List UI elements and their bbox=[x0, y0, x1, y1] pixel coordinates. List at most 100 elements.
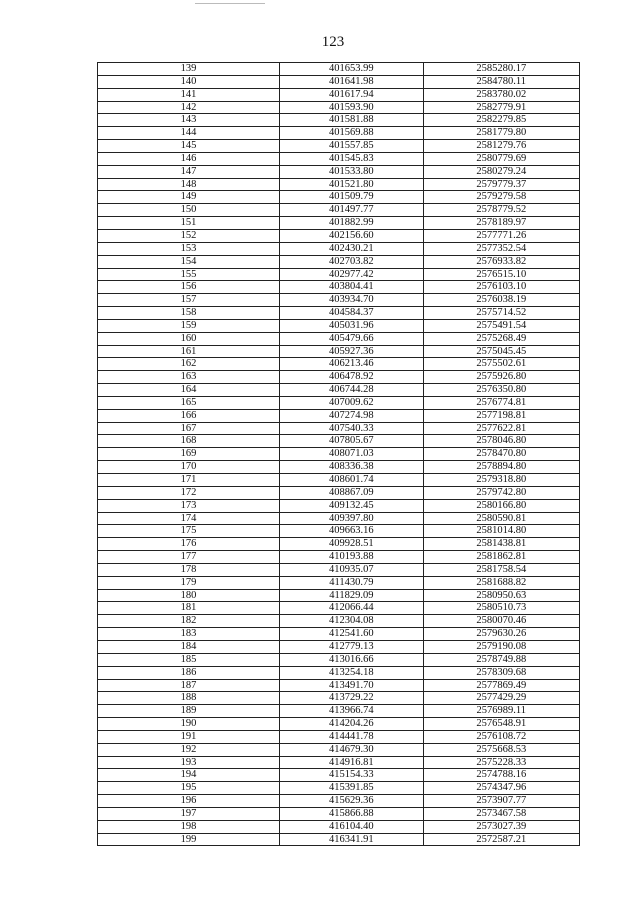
point-number-cell: 187 bbox=[96, 678, 281, 693]
table-row: 171 408601.74 2579318.80 bbox=[96, 473, 581, 487]
page-number: 123 bbox=[321, 34, 345, 50]
y-coordinate-cell: 2576548.91 bbox=[422, 717, 581, 731]
table-row: 188 413729.22 2577429.29 bbox=[96, 691, 581, 706]
x-coordinate-cell: 410935.07 bbox=[279, 562, 424, 577]
x-coordinate-cell: 401521.80 bbox=[279, 177, 424, 192]
x-coordinate-cell: 405479.66 bbox=[279, 331, 424, 346]
x-coordinate-cell: 401509.79 bbox=[279, 190, 424, 205]
x-coordinate-cell: 401497.77 bbox=[279, 203, 424, 218]
table-row: 140 401641.98 2584780.11 bbox=[96, 74, 581, 89]
table-row: 183 412541.60 2579630.26 bbox=[96, 627, 581, 641]
y-coordinate-cell: 2577869.49 bbox=[422, 678, 581, 693]
x-coordinate-cell: 408071.03 bbox=[279, 447, 424, 462]
x-coordinate-cell: 401533.80 bbox=[279, 164, 424, 179]
y-coordinate-cell: 2573907.77 bbox=[422, 794, 581, 808]
point-number-cell: 197 bbox=[96, 806, 281, 821]
y-coordinate-cell: 2577198.81 bbox=[422, 408, 581, 423]
point-number-cell: 185 bbox=[96, 652, 281, 667]
point-number-cell: 166 bbox=[96, 408, 281, 423]
y-coordinate-cell: 2580779.69 bbox=[422, 151, 581, 166]
table-row: 167 407540.33 2577622.81 bbox=[96, 421, 581, 436]
y-coordinate-cell: 2578046.80 bbox=[422, 434, 581, 449]
x-coordinate-cell: 401581.88 bbox=[279, 113, 424, 128]
table-row: 170 408336.38 2578894.80 bbox=[96, 460, 581, 474]
y-coordinate-cell: 2581014.80 bbox=[422, 524, 581, 539]
point-number-cell: 153 bbox=[96, 241, 281, 256]
y-coordinate-cell: 2575668.53 bbox=[422, 742, 581, 757]
table-row: 145 401557.85 2581279.76 bbox=[96, 139, 581, 153]
y-coordinate-cell: 2580950.63 bbox=[422, 588, 581, 603]
y-coordinate-cell: 2581438.81 bbox=[422, 537, 581, 552]
point-number-cell: 146 bbox=[96, 151, 281, 166]
x-coordinate-cell: 405927.36 bbox=[279, 344, 424, 359]
point-number-cell: 169 bbox=[96, 447, 281, 462]
x-coordinate-cell: 405031.96 bbox=[279, 318, 424, 333]
point-number-cell: 183 bbox=[96, 627, 281, 641]
y-coordinate-cell: 2573027.39 bbox=[422, 819, 581, 834]
point-number-cell: 180 bbox=[96, 588, 281, 603]
table-row: 190 414204.26 2576548.91 bbox=[96, 717, 581, 731]
y-coordinate-cell: 2578894.80 bbox=[422, 460, 581, 474]
point-number-cell: 170 bbox=[96, 460, 281, 474]
point-number-cell: 184 bbox=[96, 639, 281, 654]
point-number-cell: 177 bbox=[96, 550, 281, 564]
table-row: 158 404584.37 2575714.52 bbox=[96, 306, 581, 320]
y-coordinate-cell: 2579742.80 bbox=[422, 485, 581, 500]
table-row: 192 414679.30 2575668.53 bbox=[96, 742, 581, 757]
x-coordinate-cell: 407274.98 bbox=[279, 408, 424, 423]
table-row: 152 402156.60 2577771.26 bbox=[96, 228, 581, 243]
x-coordinate-cell: 412541.60 bbox=[279, 627, 424, 641]
x-coordinate-cell: 415629.36 bbox=[279, 794, 424, 808]
table-row: 168 407805.67 2578046.80 bbox=[96, 434, 581, 449]
point-number-cell: 174 bbox=[96, 511, 281, 526]
x-coordinate-cell: 415391.85 bbox=[279, 781, 424, 796]
point-number-cell: 168 bbox=[96, 434, 281, 449]
point-number-cell: 192 bbox=[96, 742, 281, 757]
table-row: 182 412304.08 2580070.46 bbox=[96, 614, 581, 629]
y-coordinate-cell: 2579779.37 bbox=[422, 177, 581, 192]
point-number-cell: 167 bbox=[96, 421, 281, 436]
x-coordinate-cell: 413729.22 bbox=[279, 691, 424, 706]
y-coordinate-cell: 2575491.54 bbox=[422, 318, 581, 333]
table-row: 160 405479.66 2575268.49 bbox=[96, 331, 581, 346]
x-coordinate-cell: 402156.60 bbox=[279, 228, 424, 243]
y-coordinate-cell: 2576108.72 bbox=[422, 729, 581, 744]
table-row: 177 410193.88 2581862.81 bbox=[96, 550, 581, 564]
x-coordinate-cell: 415154.33 bbox=[279, 768, 424, 783]
x-coordinate-cell: 413966.74 bbox=[279, 704, 424, 719]
table-row: 186 413254.18 2578309.68 bbox=[96, 665, 581, 680]
table-row: 176 409928.51 2581438.81 bbox=[96, 537, 581, 552]
y-coordinate-cell: 2578470.80 bbox=[422, 447, 581, 462]
x-coordinate-cell: 409397.80 bbox=[279, 511, 424, 526]
y-coordinate-cell: 2578189.97 bbox=[422, 216, 581, 230]
y-coordinate-cell: 2580510.73 bbox=[422, 601, 581, 616]
table-row: 166 407274.98 2577198.81 bbox=[96, 408, 581, 423]
table-row: 144 401569.88 2581779.80 bbox=[96, 126, 581, 141]
x-coordinate-cell: 416104.40 bbox=[279, 819, 424, 834]
y-coordinate-cell: 2582279.85 bbox=[422, 113, 581, 128]
y-coordinate-cell: 2580279.24 bbox=[422, 164, 581, 179]
scan-artifact-line bbox=[195, 3, 265, 4]
table-row: 197 415866.88 2573467.58 bbox=[96, 806, 581, 821]
x-coordinate-cell: 406744.28 bbox=[279, 383, 424, 397]
y-coordinate-cell: 2579318.80 bbox=[422, 473, 581, 487]
point-number-cell: 172 bbox=[96, 485, 281, 500]
point-number-cell: 148 bbox=[96, 177, 281, 192]
table-row: 194 415154.33 2574788.16 bbox=[96, 768, 581, 783]
y-coordinate-cell: 2577771.26 bbox=[422, 228, 581, 243]
y-coordinate-cell: 2580590.81 bbox=[422, 511, 581, 526]
x-coordinate-cell: 401882.99 bbox=[279, 216, 424, 230]
y-coordinate-cell: 2581279.76 bbox=[422, 139, 581, 153]
point-number-cell: 152 bbox=[96, 228, 281, 243]
table-row: 180 411829.09 2580950.63 bbox=[96, 588, 581, 603]
y-coordinate-cell: 2582779.91 bbox=[422, 100, 581, 115]
y-coordinate-cell: 2581862.81 bbox=[422, 550, 581, 564]
x-coordinate-cell: 407805.67 bbox=[279, 434, 424, 449]
table-row: 156 403804.41 2576103.10 bbox=[96, 280, 581, 295]
point-number-cell: 179 bbox=[96, 575, 281, 590]
table-row: 195 415391.85 2574347.96 bbox=[96, 781, 581, 796]
y-coordinate-cell: 2583780.02 bbox=[422, 87, 581, 102]
table-row: 172 408867.09 2579742.80 bbox=[96, 485, 581, 500]
y-coordinate-cell: 2580070.46 bbox=[422, 614, 581, 629]
x-coordinate-cell: 401641.98 bbox=[279, 74, 424, 89]
